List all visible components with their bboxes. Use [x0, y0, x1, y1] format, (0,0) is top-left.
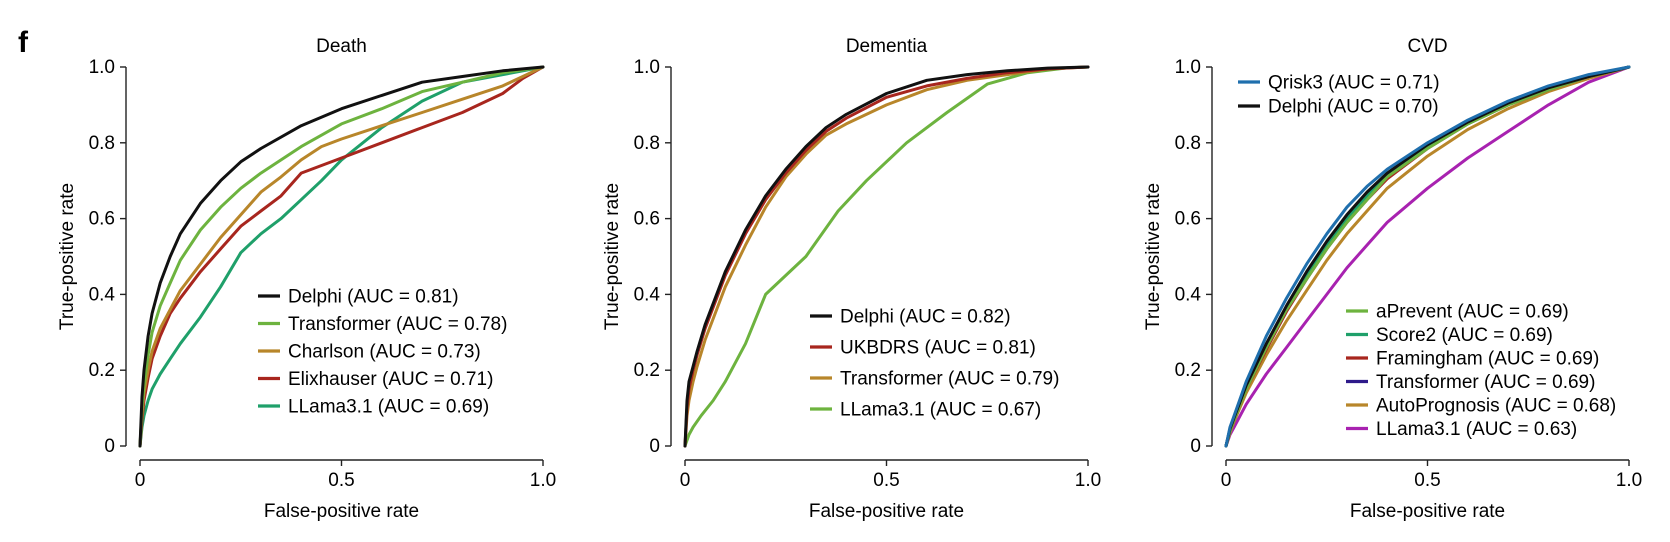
y-tick-label: 0.6 [89, 209, 115, 230]
legend-label: AutoPrognosis (AUC = 0.68) [1376, 396, 1616, 417]
roc-curve [683, 65, 1090, 448]
legend-label: Transformer (AUC = 0.78) [288, 314, 507, 335]
roc-curve [1224, 65, 1631, 448]
series-lines [138, 65, 545, 448]
y-tick-label: 0.8 [89, 133, 115, 154]
legend-label: UKBDRS (AUC = 0.81) [840, 338, 1036, 359]
roc-curve [138, 65, 545, 448]
x-tick-label: 1.0 [1616, 470, 1642, 491]
chart-panel-2: Dementia 0 0.2 0.4 0.6 0.8 1.0 0 0.5 1.0 False-pos… [602, 36, 1101, 522]
y-tick-label: 0.8 [1175, 133, 1201, 154]
roc-curve [138, 65, 545, 448]
legend-label: Framingham (AUC = 0.69) [1376, 349, 1599, 370]
chart-title: CVD [1407, 36, 1447, 57]
legend: aPrevent (AUC = 0.69)Score2 (AUC = 0.69)… [1346, 302, 1616, 440]
y-axis-label: True-positive rate [57, 183, 78, 330]
y-tick-label: 0.4 [89, 284, 116, 305]
y-tick-label: 0.4 [1175, 284, 1202, 305]
legend-label: LLama3.1 (AUC = 0.63) [1376, 419, 1577, 440]
roc-curve [683, 65, 1090, 448]
chart-panel-3: CVD 0 0.2 0.4 0.6 0.8 1.0 0 0.5 1.0 False-positive… [1143, 36, 1642, 522]
legend-label: Delphi (AUC = 0.81) [288, 287, 459, 308]
y-tick-label: 0.8 [634, 133, 660, 154]
roc-curve [1224, 65, 1631, 448]
legend: Delphi (AUC = 0.81) Transformer (AUC = 0.… [258, 287, 507, 418]
chart-panel-1: Death 0 0.2 0.4 0.6 0.8 1.0 0 0.5 1.0 False-positi… [57, 36, 556, 522]
x-tick-label: 0.5 [328, 470, 354, 491]
y-tick-label: 1.0 [634, 57, 660, 78]
y-tick-label: 0.6 [634, 209, 660, 230]
panels: Death 0 0.2 0.4 0.6 0.8 1.0 0 0.5 1.0 False-positi… [57, 36, 1642, 522]
legend: Qrisk3 (AUC = 0.71) Delphi (AUC = 0.70) [1238, 73, 1440, 118]
x-tick-label: 1.0 [530, 470, 556, 491]
x-tick-label: 0 [135, 470, 146, 491]
y-tick-label: 0.2 [89, 360, 115, 381]
legend-label: Elixhauser (AUC = 0.71) [288, 369, 493, 390]
legend-label: Transformer (AUC = 0.79) [840, 369, 1059, 390]
roc-curve [138, 65, 545, 448]
legend-label: aPrevent (AUC = 0.69) [1376, 302, 1569, 323]
series-lines [1224, 65, 1631, 448]
legend-label: Delphi (AUC = 0.82) [840, 307, 1011, 328]
roc-curve [683, 65, 1090, 448]
y-tick-label: 1.0 [1175, 57, 1201, 78]
x-axis-label: False-positive rate [264, 501, 419, 522]
y-tick-label: 0 [104, 436, 115, 457]
x-axis-label: False-positive rate [809, 501, 964, 522]
legend-label: LLama3.1 (AUC = 0.69) [288, 397, 489, 418]
legend-label: Delphi (AUC = 0.70) [1268, 97, 1439, 118]
x-tick-label: 0.5 [873, 470, 899, 491]
y-tick-label: 1.0 [89, 57, 115, 78]
chart-title: Death [316, 36, 367, 57]
x-tick-label: 1.0 [1075, 470, 1101, 491]
y-axis-label: True-positive rate [602, 183, 623, 330]
y-tick-label: 0 [1190, 436, 1201, 457]
y-tick-label: 0.2 [1175, 360, 1201, 381]
legend-label: Transformer (AUC = 0.69) [1376, 372, 1595, 393]
legend-label: Score2 (AUC = 0.69) [1376, 325, 1553, 346]
x-tick-label: 0 [680, 470, 691, 491]
y-tick-label: 0.4 [634, 284, 661, 305]
y-axis-label: True-positive rate [1143, 183, 1164, 330]
y-tick-label: 0.2 [634, 360, 660, 381]
y-tick-label: 0.6 [1175, 209, 1201, 230]
roc-curve [138, 65, 545, 448]
x-tick-label: 0 [1221, 470, 1232, 491]
panel-letter: f [18, 26, 29, 59]
legend-label: Charlson (AUC = 0.73) [288, 342, 481, 363]
chart-title: Dementia [846, 36, 928, 57]
legend: Delphi (AUC = 0.82) UKBDRS (AUC = 0.81) Tr… [810, 307, 1059, 421]
x-axis-label: False-positive rate [1350, 501, 1505, 522]
legend-label: Qrisk3 (AUC = 0.71) [1268, 73, 1440, 94]
y-tick-label: 0 [649, 436, 660, 457]
legend-label: LLama3.1 (AUC = 0.67) [840, 400, 1041, 421]
x-tick-label: 0.5 [1414, 470, 1440, 491]
series-lines [683, 65, 1090, 448]
roc-curve [138, 65, 545, 448]
